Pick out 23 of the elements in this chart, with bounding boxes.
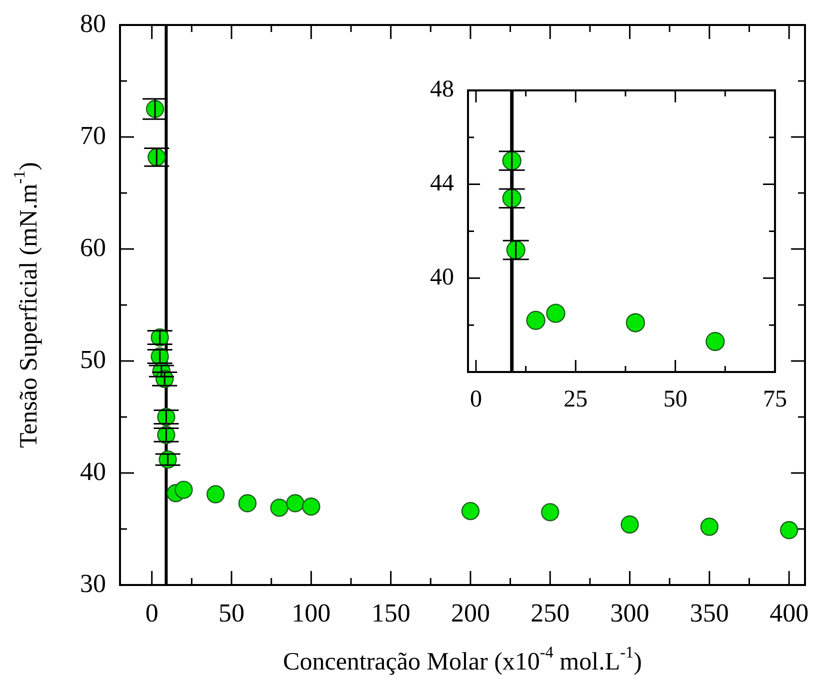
x-tick-label: 400 [770,598,809,628]
y-tick-label: 48 [430,76,454,103]
x-tick-label: 50 [218,598,245,628]
x-tick-label: 0 [470,386,482,413]
x-tick-label: 350 [690,598,729,628]
x-tick-label: 300 [610,598,650,628]
x-tick-label: 25 [564,386,588,413]
x-tick-label: 75 [763,386,787,413]
y-tick-label: 50 [80,344,106,374]
x-tick-label: 200 [450,598,490,628]
y-tick-label: 80 [80,8,106,38]
x-tick-label: 0 [145,598,158,628]
x-tick-label: 100 [292,598,331,628]
y-tick-label: 70 [80,120,106,150]
y-tick-label: 30 [80,568,106,598]
y-axis-title: Tensão Superficial (mN.m-1) [10,162,43,448]
y-tick-label: 40 [80,456,106,486]
y-tick-label: 60 [80,232,106,262]
x-tick-label: 250 [530,598,570,628]
y-tick-label: 40 [430,264,454,290]
y-tick-label: 44 [430,170,454,197]
x-tick-label: 150 [371,598,410,628]
x-tick-label: 50 [663,386,688,413]
